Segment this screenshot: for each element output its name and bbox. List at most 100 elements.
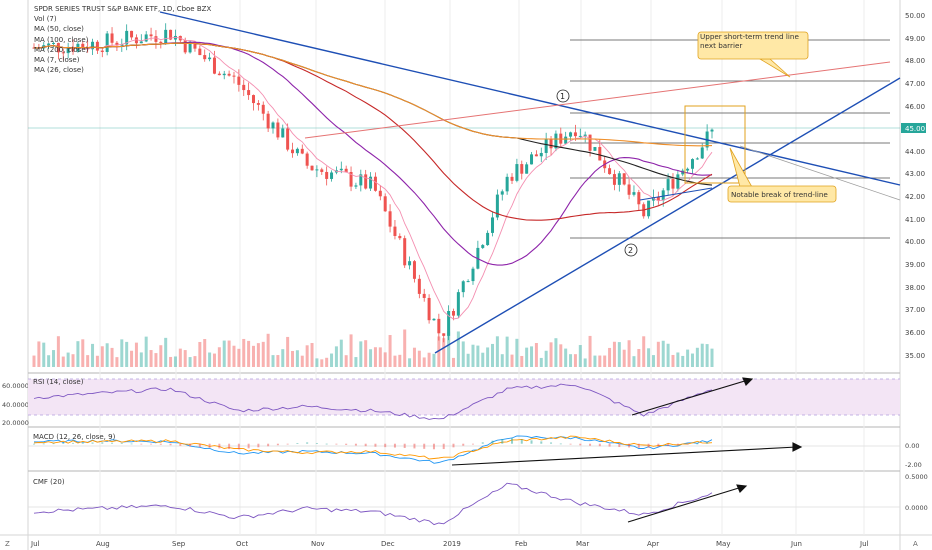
- volume-bar: [52, 350, 56, 367]
- price-tick: 48.00: [905, 57, 925, 65]
- volume-bar: [237, 348, 241, 367]
- volume-bar: [486, 347, 490, 367]
- macd-histogram-bar: [81, 442, 84, 444]
- right-badge[interactable]: A: [913, 540, 918, 548]
- volume-bar: [661, 340, 665, 367]
- candle-body: [530, 154, 534, 165]
- candle-body: [159, 41, 163, 44]
- candle-body: [569, 132, 573, 137]
- volume-bar: [378, 347, 382, 367]
- candle-body: [359, 174, 363, 186]
- volume-bar: [705, 344, 709, 367]
- volume-bar: [110, 347, 114, 367]
- volume-bar: [37, 341, 41, 367]
- indicator-lines: [33, 383, 713, 526]
- cmf-pane-label[interactable]: CMF (20): [33, 478, 65, 486]
- volume-bar: [412, 347, 416, 367]
- legend-item[interactable]: MA (7, close): [34, 56, 80, 65]
- macd-histogram-bar: [120, 443, 123, 444]
- volume-bar: [86, 355, 90, 367]
- volume-bar: [139, 352, 143, 367]
- candle-body: [534, 154, 538, 157]
- indicator-line: [33, 435, 713, 464]
- volume-bar: [417, 350, 421, 367]
- candle-body: [608, 168, 612, 175]
- price-tick: 44.00: [905, 148, 925, 156]
- volume-bar: [671, 354, 675, 367]
- candle-body: [144, 34, 148, 42]
- legend-item[interactable]: MA (26, close): [34, 66, 84, 75]
- candle-body: [208, 57, 212, 60]
- volume-bar: [437, 336, 441, 367]
- rsi-pane-label[interactable]: RSI (14, close): [33, 378, 84, 386]
- candle-body: [437, 318, 441, 334]
- last-price-badge: [901, 123, 926, 133]
- price-tick: 35.00: [905, 352, 925, 360]
- candle-body: [193, 41, 197, 49]
- legend-item[interactable]: MA (100, close): [34, 35, 89, 44]
- candle-body: [666, 179, 670, 191]
- candle-body: [471, 268, 475, 282]
- macd-histogram-bar: [267, 443, 270, 447]
- volume-bar: [276, 355, 280, 367]
- candle-body: [393, 226, 397, 236]
- candle-body: [134, 37, 138, 44]
- callout-2[interactable]: [727, 185, 837, 203]
- macd-pane-label[interactable]: MACD (12, 26, close, 9): [33, 433, 116, 441]
- candle-body: [593, 147, 597, 151]
- volume-bar: [456, 331, 460, 367]
- macd-tick: 0.00: [905, 442, 919, 450]
- macd-histogram-bar: [540, 441, 543, 444]
- candle-body: [271, 122, 275, 129]
- price-tick: 39.00: [905, 261, 925, 269]
- candle-body: [695, 158, 699, 160]
- macd-histogram-bar: [335, 443, 338, 445]
- candle-body: [261, 104, 265, 114]
- marker-2: [624, 243, 638, 257]
- time-label: Nov: [311, 540, 325, 548]
- candle-body: [656, 197, 660, 201]
- candle-body: [422, 293, 426, 298]
- volume-bar: [134, 342, 138, 367]
- left-badge[interactable]: Z: [5, 540, 10, 548]
- time-label: May: [716, 540, 730, 548]
- volume-bar: [530, 346, 534, 367]
- volume-bar: [651, 355, 655, 367]
- candle-body: [510, 176, 514, 181]
- volume-bar: [242, 338, 246, 367]
- volume-bar: [42, 342, 46, 367]
- macd-histogram-bar: [481, 442, 484, 444]
- volume-bar: [569, 354, 573, 367]
- volume-bar: [559, 344, 563, 367]
- chart-title[interactable]: SPDR SERIES TRUST S&P BANK ETF, 1D, Cboe…: [34, 5, 212, 13]
- legend-item[interactable]: MA (200, close): [34, 45, 89, 54]
- candle-body: [700, 147, 704, 159]
- callout-1[interactable]: [697, 31, 809, 60]
- volume-bar: [208, 352, 212, 367]
- red-trend-line: [304, 61, 891, 139]
- volume-bar: [193, 356, 197, 367]
- legend-item[interactable]: MA (50, close): [34, 25, 84, 34]
- candle-body: [369, 176, 373, 189]
- volume-bar: [588, 335, 592, 367]
- volume-bar: [583, 358, 587, 367]
- volume-bar: [32, 355, 36, 367]
- macd-histogram-bar: [667, 443, 670, 447]
- volume-bar: [520, 355, 524, 367]
- macd-histogram-bar: [159, 443, 162, 445]
- volume-bar: [481, 352, 485, 367]
- volume-bar: [310, 342, 314, 367]
- legend-item[interactable]: Vol (7): [34, 15, 57, 24]
- candle-body: [66, 46, 70, 54]
- candle-body: [461, 281, 465, 293]
- price-tick: 38.00: [905, 284, 925, 292]
- volume-bar: [554, 338, 558, 367]
- price-tick: 47.00: [905, 80, 925, 88]
- rsi-arrowhead: [742, 377, 754, 386]
- time-label: Jun: [790, 540, 802, 548]
- volume-bar: [291, 350, 295, 367]
- candle-body: [598, 147, 602, 161]
- volume-bar: [178, 348, 182, 367]
- candle-body: [325, 171, 329, 179]
